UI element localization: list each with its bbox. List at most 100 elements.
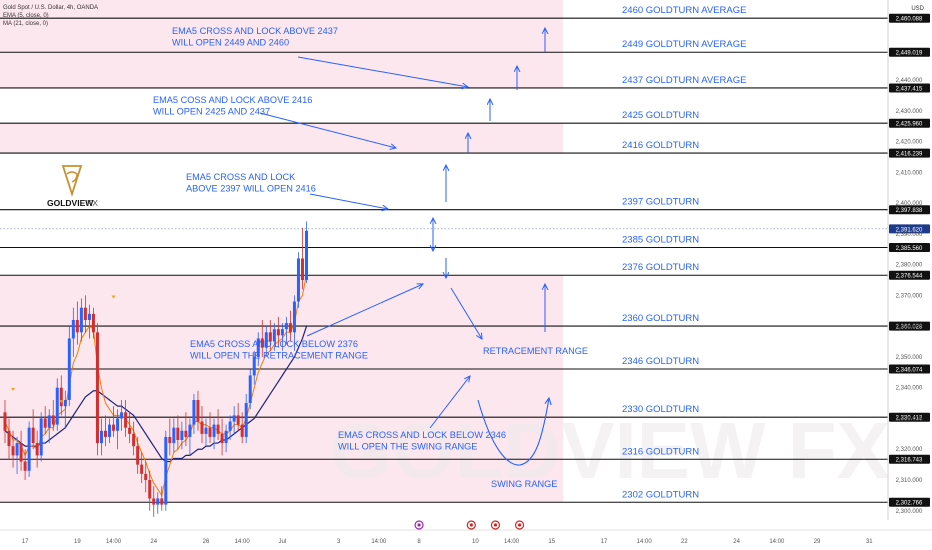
candle-body-70 [284,323,288,330]
annotation-0-line-0: EMA5 CROSS AND LOCK ABOVE 2437 [172,26,338,36]
annotation-arrow-4 [429,376,470,429]
time-tick-10: 10 [472,539,479,545]
level-label-6: 2385 GOLDTURN [622,235,699,246]
candle-body-25 [104,430,107,437]
zone-2 [0,123,563,154]
candle-body-74 [300,258,304,280]
time-tick-16: 24 [733,539,740,545]
level-price-text-8: 2,360.028 [896,324,923,330]
level-price-text-2: 2,437.415 [896,86,923,92]
candle-body-51 [208,427,212,437]
candle-body-54 [220,433,224,444]
candle-body-20 [83,307,87,320]
time-tick-19: 31 [866,539,873,545]
price-tick-3: 2,330.000 [896,416,923,422]
candle-body-59 [240,424,244,437]
candle-body-5 [23,461,27,471]
candle-body-13 [55,387,59,425]
time-tick-1: 19 [74,539,81,545]
price-tick-0: 2,300.000 [896,509,923,515]
candle-body-53 [216,424,220,434]
level-price-tag-4 [889,148,930,158]
candle-body-38 [156,498,160,505]
level-price-text-5: 2,397.838 [896,208,923,214]
price-tick-10: 2,400.000 [896,201,923,207]
time-tick-18: 29 [814,539,821,545]
current-price-tag [889,224,930,234]
annotation-arrow-3 [306,284,423,337]
time-tick-0: 17 [22,539,29,545]
logo-suffix: FX [87,198,98,208]
time-tick-5: 14:00 [235,539,251,545]
candle-body-42 [172,427,176,444]
level-price-text-4: 2,416.239 [896,152,923,158]
candle-body-63 [256,338,260,357]
time-tick-3: 24 [150,539,157,545]
candle-body-62 [252,356,256,376]
candle-body-16 [67,338,71,400]
fractal-marker-2 [111,295,116,299]
annotation-1-line-0: EMA5 COSS AND LOCK ABOVE 2416 [153,95,312,105]
level-price-tag-8 [889,321,930,331]
annotation-4-line-0: EMA5 CROSS AND LOCK BELOW 2346 [338,430,506,440]
level-price-tag-2 [889,83,930,93]
candle-body-9 [39,418,43,456]
time-tick-9: 8 [417,539,421,545]
candle-body-17 [71,320,75,339]
zones-layer [0,0,563,503]
annotation-1-line-1: WILL OPEN 2425 AND 2437 [153,107,270,117]
candle-body-1 [7,430,11,447]
annotation-2-line-1: ABOVE 2397 WILL OPEN 2416 [186,184,316,194]
candle-body-50 [204,427,208,434]
price-tick-14: 2,440.000 [896,78,923,84]
level-price-tag-7 [889,270,930,280]
level-price-text-0: 2,460.088 [896,17,923,23]
swing-range-label: SWING RANGE [491,479,557,489]
candle-body-26 [108,424,112,437]
price-tick-4: 2,340.000 [896,386,923,392]
candle-body-7 [31,427,35,444]
annotation-arrow-0 [297,56,468,87]
zone-1 [0,52,563,88]
candle-body-14 [59,387,63,407]
price-tick-8: 2,380.000 [896,263,923,269]
candle-body-58 [236,415,240,425]
event-marker-dot-2 [493,523,498,527]
price-tick-5: 2,350.000 [896,355,923,361]
level-label-9: 2346 GOLDTURN [622,356,699,367]
symbol-line: Gold Spot / U.S. Dollar, 4h, OANDA [3,5,99,11]
level-label-2: 2437 GOLDTURN AVERAGE [622,75,746,86]
level-price-tag-10 [889,412,930,422]
level-price-text-3: 2,425.960 [896,122,923,128]
candle-body-64 [260,338,264,348]
time-tick-13: 17 [601,539,608,545]
annotation-3-line-0: EMA5 CROSS AND LOCK BELOW 2376 [190,339,358,349]
candle-body-37 [152,498,156,505]
swing-curve-arrow [477,398,549,466]
level-label-0: 2460 GOLDTURN AVERAGE [622,5,746,16]
candle-body-69 [280,329,284,336]
candle-body-47 [192,400,196,425]
event-marker-dot-0 [417,523,421,527]
logo-brand: GOLDVIEW [47,198,94,208]
watermark-layer: GOLDVIEW FX [330,406,890,495]
price-tick-7: 2,370.000 [896,293,923,299]
level-label-1: 2449 GOLDTURN AVERAGE [622,39,746,50]
projection-arrow-8 [450,287,482,339]
candle-body-15 [63,400,67,407]
annotations-layer: EMA5 CROSS AND LOCK ABOVE 2437 WILL OPEN … [153,26,588,489]
logo-emblem-icon [61,165,83,197]
candle-body-52 [212,424,216,437]
level-price-text-1: 2,449.019 [896,51,923,57]
time-tick-2: 14:00 [106,539,122,545]
ma-layer [4,273,308,497]
candle-body-71 [288,323,292,333]
ma21-line [4,325,308,463]
candle-body-39 [160,498,164,505]
fractal-marker-0 [11,387,16,391]
level-price-text-12: 2,302.766 [896,501,923,507]
candle-body-30 [124,412,128,428]
